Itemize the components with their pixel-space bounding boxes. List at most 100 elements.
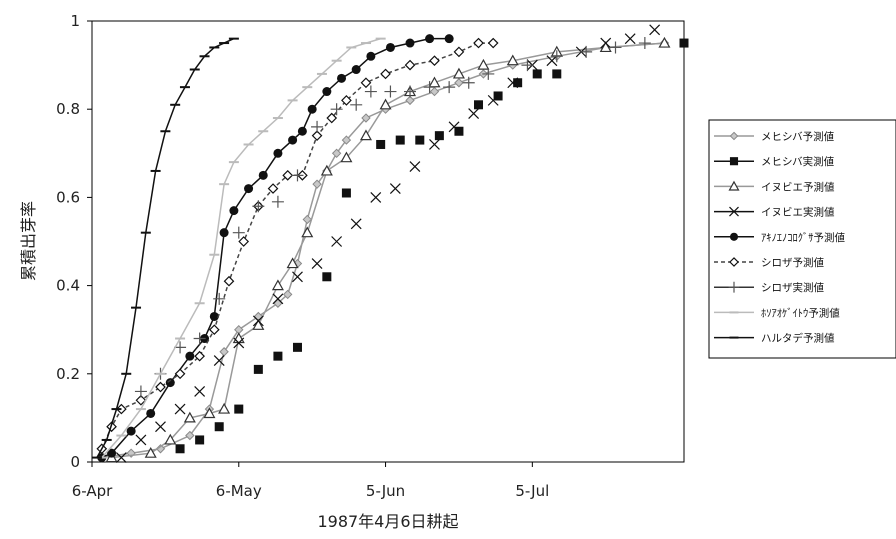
point-diamond-open — [326, 112, 338, 124]
point-triangle — [340, 151, 353, 163]
point-circle — [126, 426, 136, 436]
point-diamond — [282, 289, 293, 300]
point-x — [213, 355, 225, 366]
point-diamond-open — [208, 324, 220, 336]
point-triangle — [218, 402, 231, 414]
point-triangle — [271, 279, 284, 291]
point-circle — [165, 378, 175, 388]
point-diamond-open — [194, 350, 205, 362]
point-plus — [291, 169, 304, 182]
point-circle — [405, 38, 415, 48]
legend-label: ハルタデ予測値 — [761, 332, 835, 345]
point-plus — [462, 76, 475, 89]
point-diamond — [155, 444, 166, 454]
series-9 — [91, 37, 239, 459]
point-x — [409, 161, 421, 172]
point-diamond — [331, 148, 342, 159]
point-x — [115, 452, 127, 464]
point-circle — [209, 311, 219, 321]
point-diamond-open — [429, 55, 440, 67]
point-square — [552, 69, 562, 79]
point-x — [252, 315, 264, 327]
point-diamond-open — [174, 368, 186, 380]
point-circle — [385, 42, 395, 52]
point-circle — [229, 206, 239, 216]
point-plus — [193, 332, 206, 345]
legend-label: ｱｷﾉｴﾉｺﾛｸﾞｻ予測値 — [761, 231, 845, 244]
point-circle — [322, 87, 332, 97]
point-square — [322, 272, 332, 282]
point-x — [194, 386, 206, 397]
point-square — [513, 78, 523, 88]
series-line — [101, 42, 665, 459]
legend-item: ハルタデ予測値 — [714, 332, 835, 345]
point-square — [395, 135, 405, 145]
point-x — [233, 337, 245, 349]
point-x — [429, 139, 440, 150]
point-diamond-open — [380, 68, 391, 80]
series-2 — [175, 38, 689, 454]
point-circle — [366, 51, 376, 61]
point-plus — [174, 341, 187, 354]
legend-item: メヒシバ予測値 — [714, 130, 835, 143]
point-x — [507, 77, 519, 89]
point-diamond — [341, 135, 352, 145]
legend-item: イヌビエ実測値 — [714, 206, 835, 219]
point-circle — [729, 232, 739, 241]
point-x — [389, 183, 401, 195]
point-circle — [288, 135, 298, 145]
y-tick-label: 0.2 — [56, 365, 80, 383]
point-square — [195, 435, 205, 445]
legend-label: ﾎｿｱｵｹﾞｲﾄｳ予測値 — [761, 306, 840, 319]
legend-item: ﾎｿｱｵｹﾞｲﾄｳ予測値 — [714, 306, 840, 319]
point-x — [600, 37, 612, 49]
point-circle — [307, 104, 317, 114]
point-diamond-open — [487, 37, 499, 49]
point-circle — [219, 228, 229, 238]
legend-label: シロザ予測値 — [761, 256, 824, 269]
point-square — [273, 351, 283, 361]
point-diamond-open — [238, 236, 250, 247]
legend-label: メヒシバ予測値 — [761, 130, 835, 143]
point-x — [272, 293, 284, 305]
legend-label: イヌビエ予測値 — [761, 180, 835, 193]
point-plus — [443, 81, 456, 94]
point-triangle — [164, 433, 177, 445]
point-square — [474, 100, 484, 110]
point-circle — [107, 448, 117, 458]
point-triangle — [252, 319, 265, 330]
point-triangle — [452, 67, 465, 79]
legend-label: イヌビエ実測値 — [761, 206, 835, 219]
y-axis: 0 0.2 0.4 0.6 0.8 1 — [56, 12, 92, 471]
y-tick-label: 0.6 — [56, 188, 80, 206]
point-plus — [404, 85, 417, 98]
legend-frame — [708, 119, 896, 359]
legend-item: ｱｷﾉｴﾉｺﾛｸﾞｻ予測値 — [714, 231, 845, 244]
series-3 — [105, 36, 671, 463]
point-square — [234, 404, 244, 414]
legend-item: シロザ予測値 — [714, 256, 824, 269]
point-square — [175, 444, 185, 454]
series-4 — [115, 24, 661, 464]
point-square — [532, 69, 542, 79]
point-x — [174, 403, 186, 415]
point-diamond — [429, 86, 440, 97]
y-tick-label: 0 — [70, 453, 80, 471]
point-circle — [337, 73, 347, 83]
plot-area-frame — [91, 20, 685, 463]
point-diamond — [302, 214, 312, 225]
point-diamond — [454, 78, 464, 88]
point-diamond-open — [267, 183, 279, 194]
point-diamond — [126, 448, 136, 458]
point-diamond-open — [360, 77, 372, 89]
point-square — [679, 38, 689, 48]
point-circle — [351, 65, 361, 75]
legend-item: シロザ実測値 — [714, 281, 824, 294]
point-diamond-open — [453, 46, 465, 58]
legend-item: イヌビエ予測値 — [714, 180, 835, 193]
point-triangle — [203, 407, 216, 419]
point-x — [155, 421, 166, 433]
point-triangle — [506, 54, 519, 66]
